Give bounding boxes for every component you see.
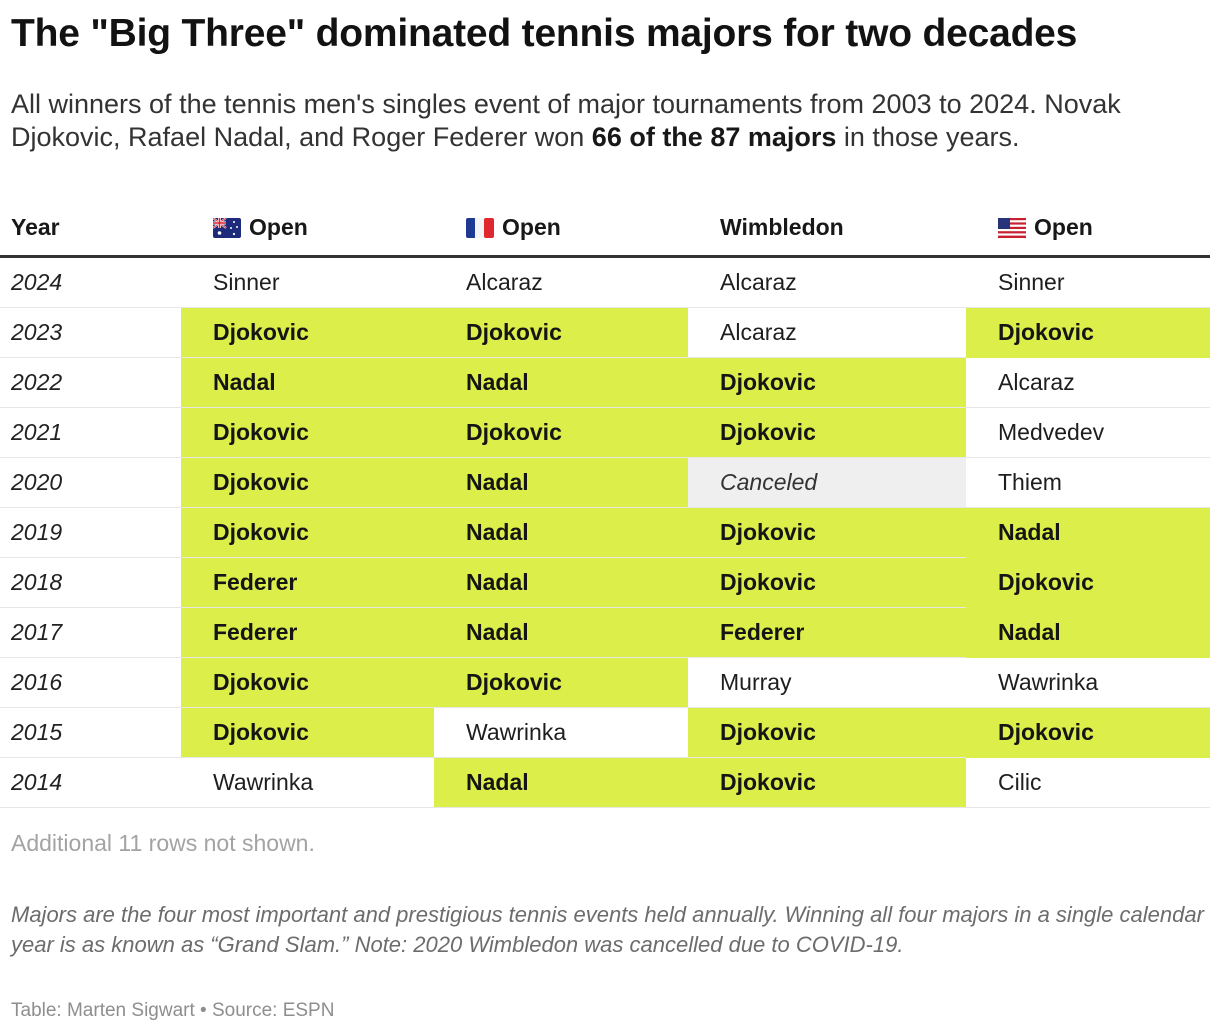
chart-subtitle: All winners of the tennis men's singles … (11, 88, 1211, 154)
winner-cell: Nadal (181, 357, 434, 408)
usa-flag-icon (998, 218, 1026, 238)
winner-cell: Sinner (966, 256, 1210, 308)
winner-cell: Medvedev (966, 407, 1210, 458)
year-cell: 2021 (0, 407, 181, 458)
column-header-label: Open (502, 214, 561, 240)
winner-cell: Nadal (966, 607, 1210, 658)
year-cell: 2015 (0, 707, 181, 758)
column-header-year: Year (0, 200, 181, 258)
column-header-australian-open: Open (181, 200, 434, 258)
winner-cell: Alcaraz (966, 357, 1210, 408)
winner-cell: Alcaraz (434, 256, 688, 308)
table-row: 2018 Federer Nadal Djokovic Djokovic (0, 557, 1210, 608)
winner-cell: Sinner (181, 256, 434, 308)
column-header-label: Year (11, 214, 60, 240)
winner-cell: Djokovic (966, 307, 1210, 358)
winner-cell: Canceled (688, 457, 966, 508)
column-header-us-open: Open (966, 200, 1210, 258)
table-row: 2016 Djokovic Djokovic Murray Wawrinka (0, 657, 1210, 708)
winners-table: Year Open (0, 200, 1210, 808)
table-body: 2024 Sinner Alcaraz Alcaraz Sinner 2023 Djokov… (0, 256, 1210, 808)
year-cell: 2016 (0, 657, 181, 708)
header-row: Year Open (0, 200, 1210, 258)
winner-cell: Nadal (434, 757, 688, 808)
table-row: 2021 Djokovic Djokovic Djokovic Medvedev (0, 407, 1210, 458)
winner-cell: Federer (181, 557, 434, 608)
winner-cell: Djokovic (688, 757, 966, 808)
winner-cell: Djokovic (181, 407, 434, 458)
winner-cell: Djokovic (434, 407, 688, 458)
winner-cell: Djokovic (688, 557, 966, 608)
table-row: 2023 Djokovic Djokovic Alcaraz Djokovic (0, 307, 1210, 358)
winner-cell: Thiem (966, 457, 1210, 508)
winner-cell: Wawrinka (434, 707, 688, 758)
table-row: 2020 Djokovic Nadal Canceled Thiem (0, 457, 1210, 508)
winner-cell: Djokovic (688, 407, 966, 458)
winner-cell: Djokovic (966, 557, 1210, 608)
year-cell: 2014 (0, 757, 181, 808)
winner-cell: Djokovic (434, 657, 688, 708)
winner-cell: Djokovic (688, 357, 966, 408)
winner-cell: Nadal (434, 507, 688, 558)
winner-cell: Wawrinka (181, 757, 434, 808)
winner-cell: Wawrinka (966, 657, 1210, 708)
winner-cell: Djokovic (181, 707, 434, 758)
winner-cell: Federer (181, 607, 434, 658)
year-cell: 2018 (0, 557, 181, 608)
column-header-french-open: Open (434, 200, 688, 258)
winner-cell: Nadal (966, 507, 1210, 558)
winner-cell: Djokovic (181, 657, 434, 708)
year-cell: 2019 (0, 507, 181, 558)
subtitle-text: All winners of the tennis men's singles … (11, 89, 1121, 152)
table-row: 2015 Djokovic Wawrinka Djokovic Djokovic (0, 707, 1210, 758)
year-cell: 2020 (0, 457, 181, 508)
source-credit: Table: Marten Sigwart • Source: ESPN (11, 1000, 335, 1021)
australia-flag-icon (213, 218, 241, 238)
winner-cell: Djokovic (181, 507, 434, 558)
winner-cell: Murray (688, 657, 966, 708)
more-rows-note: Additional 11 rows not shown. (11, 830, 315, 856)
table-row: 2019 Djokovic Nadal Djokovic Nadal (0, 507, 1210, 558)
winner-cell: Djokovic (181, 457, 434, 508)
year-cell: 2022 (0, 357, 181, 408)
winner-cell: Cilic (966, 757, 1210, 808)
winner-cell: Nadal (434, 357, 688, 408)
year-cell: 2017 (0, 607, 181, 658)
winner-cell: Djokovic (688, 507, 966, 558)
subtitle-highlight: 66 of the 87 majors (591, 122, 837, 152)
winner-cell: Alcaraz (688, 256, 966, 308)
table-row: 2022 Nadal Nadal Djokovic Alcaraz (0, 357, 1210, 408)
winner-cell: Federer (688, 607, 966, 658)
table-row: 2024 Sinner Alcaraz Alcaraz Sinner (0, 256, 1210, 308)
column-header-label: Wimbledon (720, 214, 844, 240)
subtitle-text-end: in those years. (836, 122, 1020, 152)
column-header-label: Open (1034, 214, 1093, 240)
year-cell: 2023 (0, 307, 181, 358)
winner-cell: Djokovic (688, 707, 966, 758)
column-header-label: Open (249, 214, 308, 240)
france-flag-icon (466, 218, 494, 238)
table-row: 2017 Federer Nadal Federer Nadal (0, 607, 1210, 658)
winner-cell: Nadal (434, 457, 688, 508)
winner-cell: Djokovic (181, 307, 434, 358)
winner-cell: Nadal (434, 557, 688, 608)
footnote: Majors are the four most important and p… (11, 902, 1204, 957)
winner-cell: Nadal (434, 607, 688, 658)
chart-title: The "Big Three" dominated tennis majors … (11, 12, 1078, 55)
winner-cell: Alcaraz (688, 307, 966, 358)
column-header-wimbledon: Wimbledon (688, 200, 966, 258)
table-row: 2014 Wawrinka Nadal Djokovic Cilic (0, 757, 1210, 808)
year-cell: 2024 (0, 256, 181, 308)
winner-cell: Djokovic (966, 707, 1210, 758)
winner-cell: Djokovic (434, 307, 688, 358)
